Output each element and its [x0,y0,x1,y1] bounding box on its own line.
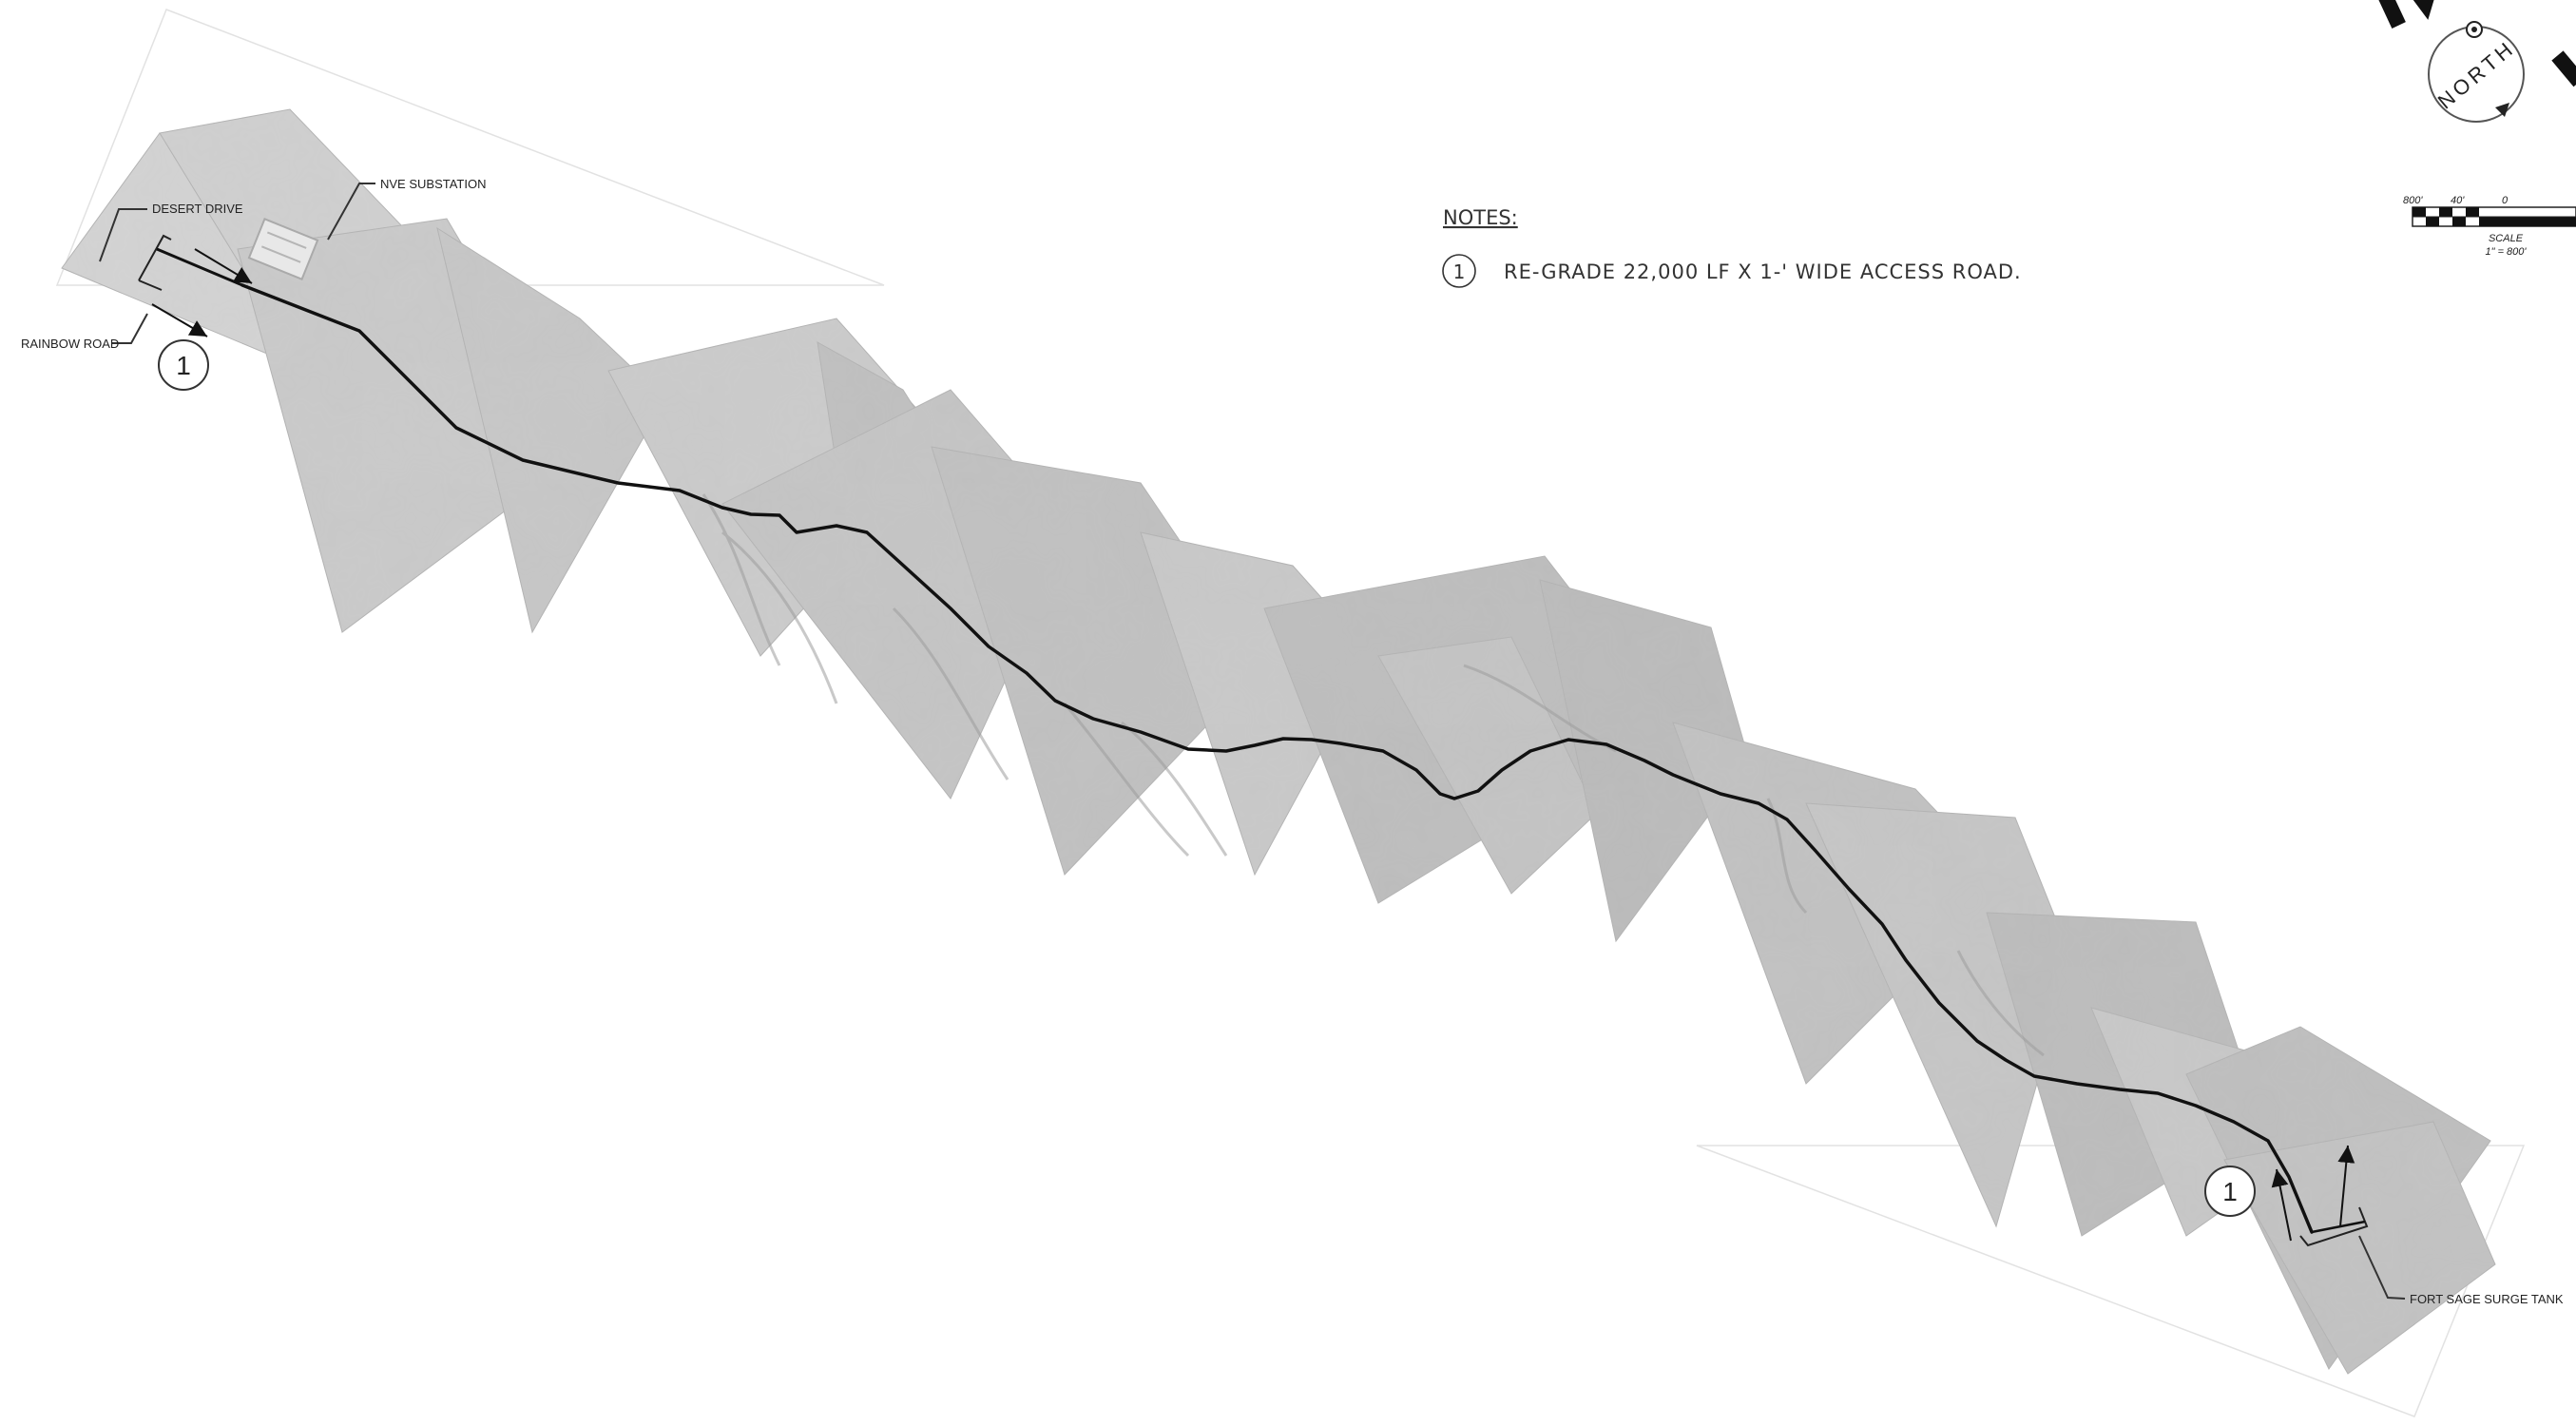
north-arrow-icon: NORTH [2378,0,2576,123]
note-1-number: 1 [1453,260,1466,283]
keynote-marker-end: 1 [2204,1166,2256,1217]
notes-block: NOTES: 1 RE-GRADE 22,000 LF X 1-' WIDE A… [1442,206,2022,288]
access-road-route [240,283,2314,1234]
label-rainbow-road: RAINBOW ROAD [21,337,119,351]
keynote-marker-start: 1 [158,339,209,391]
scale-tick-40: 40' [2451,195,2465,206]
terrain-drainage [702,493,2045,1057]
leader-lines [99,183,2406,1300]
keynote-marker-start-number: 1 [176,351,191,380]
start-arrow-lower [151,303,208,337]
label-fort-sage-surge-tank: FORT SAGE SURGE TANK [2410,1292,2564,1306]
scale-tick-0: 0 [2502,195,2509,206]
end-arrow-left [2271,1168,2292,1242]
scale-tick-800: 800' [2403,195,2423,206]
note-1-text: RE-GRADE 22,000 LF X 1-' WIDE ACCESS ROA… [1504,260,2022,283]
scale-ratio: 1" = 800' [2485,246,2527,258]
label-nve-substation: NVE SUBSTATION [380,177,486,191]
scale-label: SCALE [2489,233,2524,244]
north-label: NORTH [2433,35,2520,113]
start-arrow-upper [194,248,253,284]
substation-pad [247,218,319,280]
notes-heading: NOTES: [1443,206,1518,229]
end-arrow-right [2337,1145,2355,1227]
scale-bar: 800' 40' 0 SCALE 1" = 800' [2403,195,2576,258]
start-bracket [138,234,243,291]
keynote-marker-end-number: 1 [2222,1177,2238,1206]
label-desert-drive: DESERT DRIVE [152,202,243,216]
end-bracket [2299,1206,2369,1247]
